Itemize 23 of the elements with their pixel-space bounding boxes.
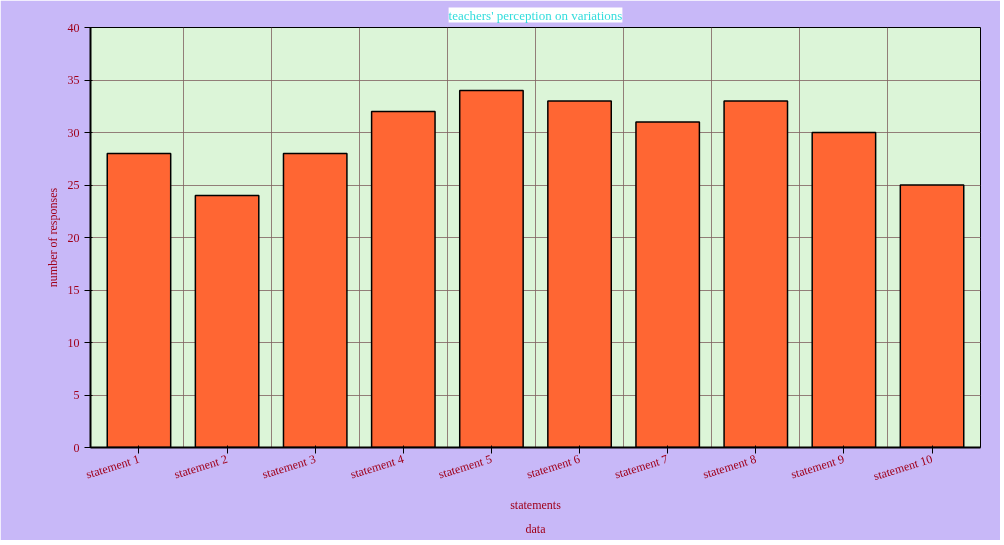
y-axis-title: number of responses	[45, 187, 60, 288]
y-tick-label: 10	[67, 335, 80, 350]
x-tick-label: statement 3	[260, 451, 318, 482]
y-tick-label: 30	[67, 125, 80, 140]
y-tick-label: 40	[67, 20, 80, 35]
y-tick-label: 20	[67, 230, 80, 245]
y-tick-label: 35	[67, 73, 80, 87]
x-tick-label: statement 9	[789, 451, 846, 482]
x-axis-title: statements	[510, 497, 562, 512]
x-tick-label: statement 2	[172, 451, 230, 482]
x-tick-label: statement 7	[613, 451, 670, 482]
y-tick-label: 0	[73, 440, 80, 455]
x-tick-label: statement 10	[871, 451, 935, 484]
y-tick-label: 5	[73, 388, 80, 402]
x-tick-label: statement 4	[348, 451, 406, 482]
x-tick-label: statement 6	[524, 451, 582, 482]
y-tick-label: 15	[67, 283, 80, 297]
x-tick-label: statement 1	[84, 451, 142, 482]
x-tick-label: statement 8	[701, 451, 758, 482]
chart-title: teachers' perception on variations	[448, 7, 623, 23]
x-tick-label: statement 5	[436, 451, 494, 482]
y-tick-label: 25	[67, 178, 80, 192]
text: data	[525, 521, 547, 536]
